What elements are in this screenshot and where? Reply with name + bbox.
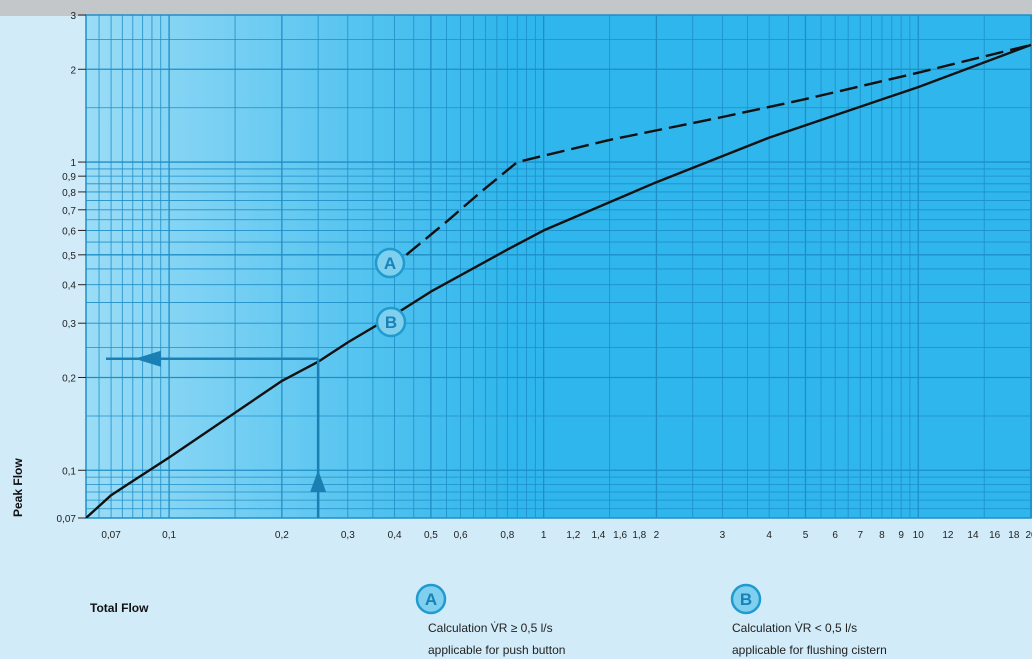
curves: [86, 43, 1032, 518]
tick-labels: 0,07 0,1 0,2 0,3 0,4 0,5 0,6 0,8 1 1,2 1,4 1,6 1,8 2 3…: [57, 11, 1032, 541]
badge-b-chart: B: [375, 306, 407, 338]
grid: [85, 14, 1032, 519]
x-tick-label: 3: [720, 530, 726, 541]
legend-a-line2: applicable for push button: [428, 643, 566, 657]
x-tick-label: 7: [857, 530, 863, 541]
x-tick-label: 0,4: [388, 530, 402, 541]
x-tick-label: 9: [898, 530, 904, 541]
badge-b-legend: B: [730, 583, 762, 615]
svg-text:A: A: [384, 254, 396, 273]
x-tick-label: 1,2: [566, 530, 580, 541]
x-tick-label: 0,6: [454, 530, 468, 541]
x-tick-label: 1,8: [632, 530, 646, 541]
x-tick-label: 20: [1025, 530, 1032, 541]
x-tick-label: 4: [766, 530, 772, 541]
y-tick-label: 0,3: [62, 319, 76, 330]
plot-area: [86, 15, 1032, 518]
x-tick-label: 8: [879, 530, 885, 541]
badge-a-legend: A: [415, 583, 447, 615]
x-tick-label: 16: [989, 530, 1001, 541]
legend-b-line1: Calculation V̇R < 0,5 l/s: [732, 621, 858, 635]
svg-text:A: A: [425, 590, 437, 609]
y-tick-label: 1: [70, 158, 76, 169]
legend-a-line1: Calculation V̇R ≥ 0,5 l/s: [428, 621, 553, 635]
x-tick-label: 6: [832, 530, 838, 541]
x-axis-label: Total Flow: [90, 601, 149, 615]
x-tick-label: 1: [541, 530, 547, 541]
y-tick-label: 0,5: [62, 251, 76, 262]
series-line-a: [405, 43, 1032, 256]
top-bar: [0, 0, 1032, 16]
y-tick-label: 0,8: [62, 188, 76, 199]
badge-a-chart: A: [374, 247, 406, 279]
y-tick-label: 0,1: [62, 466, 76, 477]
x-tick-label: 14: [967, 530, 979, 541]
example-arrows: [106, 350, 327, 518]
x-tick-label: 1,4: [591, 530, 605, 541]
x-tick-label: 0,3: [341, 530, 355, 541]
left-arrow-head: [134, 350, 161, 367]
x-tick-label: 5: [803, 530, 809, 541]
y-axis-label: Peak Flow: [11, 458, 25, 517]
x-tick-label: 0,1: [162, 530, 176, 541]
x-tick-label: 10: [913, 530, 925, 541]
y-tick-label: 0,6: [62, 226, 76, 237]
x-tick-label: 0,2: [275, 530, 289, 541]
legend-b-line2: applicable for flushing cistern: [732, 643, 887, 657]
y-tick-label: 3: [70, 11, 76, 22]
y-tick-label: 0,9: [62, 172, 76, 183]
x-tick-label: 2: [654, 530, 660, 541]
x-tick-label: 0,5: [424, 530, 438, 541]
plot-border: [85, 14, 1032, 519]
x-tick-label: 18: [1008, 530, 1020, 541]
y-tick-label: 0,4: [62, 281, 76, 292]
y-tick-label: 0,2: [62, 373, 76, 384]
x-tick-label: 1,6: [613, 530, 627, 541]
y-tick-label: 0,7: [62, 206, 76, 217]
x-tick-label: 0,07: [101, 530, 121, 541]
up-arrow-head: [310, 470, 327, 493]
chart: 0,07 0,1 0,2 0,3 0,4 0,5 0,6 0,8 1 1,2 1,4 1,6 1,8 2 3…: [11, 11, 1032, 615]
svg-text:B: B: [740, 590, 752, 609]
x-tick-label: 12: [942, 530, 954, 541]
y-tick-label: 2: [70, 65, 76, 76]
svg-text:B: B: [385, 313, 397, 332]
series-line-b: [86, 43, 1032, 518]
y-tick-label: 0,07: [57, 514, 77, 525]
x-tick-label: 0,8: [500, 530, 514, 541]
